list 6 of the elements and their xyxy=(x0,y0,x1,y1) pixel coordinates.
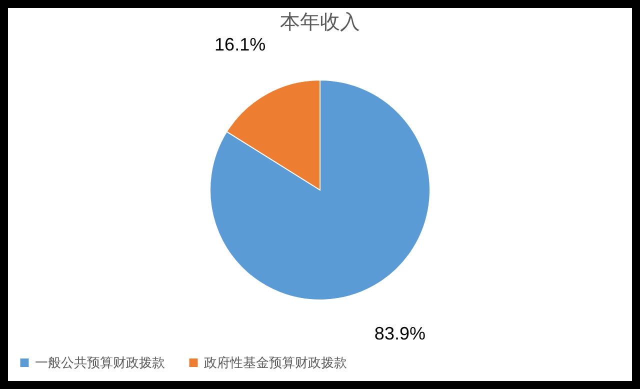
legend-label: 政府性基金预算财政拨款 xyxy=(204,354,347,371)
chart-title: 本年收入 xyxy=(280,10,360,34)
legend-label: 一般公共预算财政拨款 xyxy=(35,356,165,371)
data-label: 83.9% xyxy=(374,323,426,344)
data-label: 16.1% xyxy=(214,34,266,55)
pie-slice xyxy=(210,80,430,300)
